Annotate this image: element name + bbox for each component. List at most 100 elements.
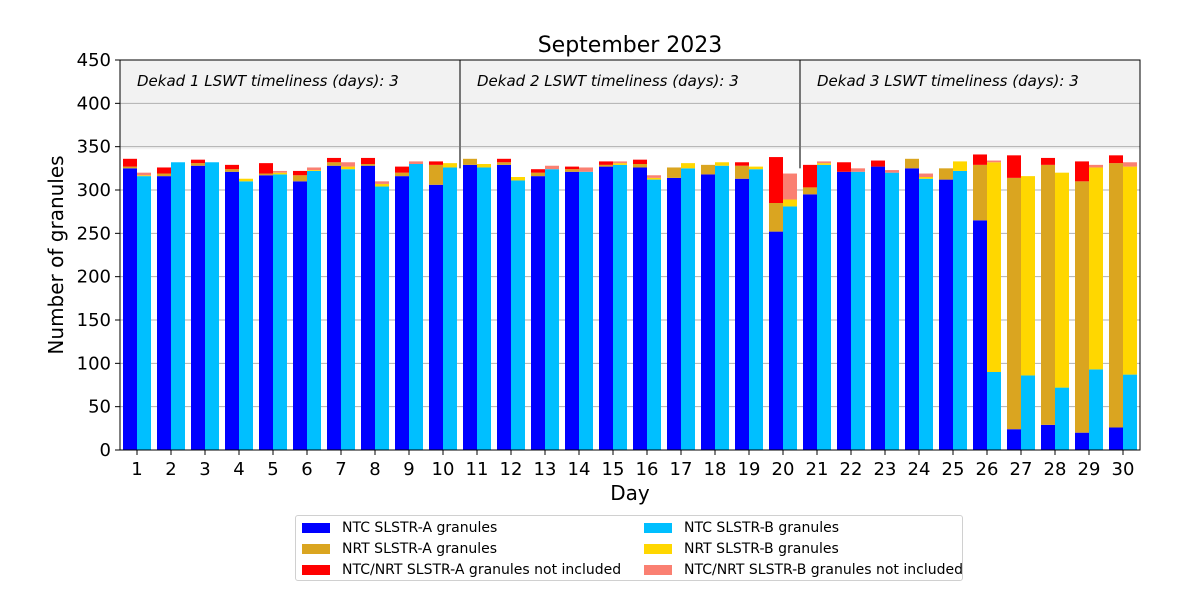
- bar-ntc-slstr-a-granules-day-17: [667, 177, 681, 450]
- bar-ntc-slstr-b-granules-day-22: [851, 171, 865, 451]
- bar-nrt-slstr-a-granules-day-13: [531, 172, 545, 177]
- chart-title: September 2023: [538, 33, 723, 58]
- bar-nrt-slstr-b-granules-day-25: [953, 161, 967, 171]
- bar-nrt-slstr-a-granules-day-20: [769, 203, 783, 232]
- bar-ntc-slstr-a-granules-day-16: [633, 167, 647, 450]
- x-tick-label: 26: [976, 459, 999, 480]
- legend-swatch: [644, 565, 672, 575]
- bar-nrt-slstr-b-granules-day-6: [307, 170, 321, 171]
- bar-nrt-slstr-b-granules-day-26: [987, 162, 1001, 372]
- bar-ntc-slstr-b-granules-day-23: [885, 172, 899, 450]
- bar-nrt-slstr-b-granules-day-15: [613, 163, 627, 165]
- shaded-band-layer: [120, 60, 1140, 150]
- bar-nrt-slstr-b-granules-day-12: [511, 177, 525, 181]
- y-tick-label: 150: [77, 310, 111, 331]
- bar-ntc-slstr-a-granules-day-15: [599, 166, 613, 450]
- bar-nrt-slstr-b-granules-day-7: [341, 166, 355, 170]
- x-tick-label: 14: [568, 459, 591, 480]
- bar-ntc-slstr-a-granules-day-14: [565, 171, 579, 451]
- legend-swatch: [644, 523, 672, 533]
- bar-nrt-slstr-b-granules-day-27: [1021, 176, 1035, 376]
- bar-nrt-slstr-b-granules-day-10: [443, 163, 457, 168]
- bar-nrt-slstr-a-granules-day-4: [225, 169, 239, 172]
- bar-ntc-slstr-a-granules-day-11: [463, 164, 477, 450]
- bar-ntc-slstr-b-granules-day-26: [987, 372, 1001, 450]
- y-ticks: 0 50 100 150 200 250 300 350 400 450: [77, 50, 120, 461]
- bar-ntc-slstr-b-granules-day-10: [443, 167, 457, 450]
- bar-ntc-slstr-b-granules-day-12: [511, 180, 525, 450]
- bar-ntc-nrt-slstr-b-granules-not-included-day-21: [817, 161, 831, 164]
- bar-nrt-slstr-a-granules-day-30: [1109, 163, 1123, 428]
- bar-ntc-slstr-b-granules-day-24: [919, 178, 933, 450]
- bar-ntc-nrt-slstr-a-granules-not-included-day-29: [1075, 161, 1089, 182]
- x-tick-label: 15: [602, 459, 625, 480]
- legend-label: NTC/NRT SLSTR-B granules not included: [684, 562, 963, 578]
- bar-ntc-nrt-slstr-a-granules-not-included-day-9: [395, 166, 409, 173]
- bar-ntc-slstr-a-granules-day-9: [395, 176, 409, 450]
- bar-nrt-slstr-a-granules-day-3: [191, 163, 205, 166]
- bar-nrt-slstr-a-granules-day-11: [463, 158, 477, 165]
- dekad-label: Dekad 1 LSWT timeliness (days): 3: [137, 72, 399, 90]
- x-axis-label: Day: [610, 481, 650, 505]
- bar-ntc-slstr-b-granules-day-1: [137, 176, 151, 450]
- bar-ntc-nrt-slstr-a-granules-not-included-day-16: [633, 159, 647, 164]
- bar-nrt-slstr-a-granules-day-27: [1007, 177, 1021, 430]
- x-tick-label: 17: [670, 459, 693, 480]
- bar-ntc-nrt-slstr-a-granules-not-included-day-4: [225, 164, 239, 170]
- bar-ntc-nrt-slstr-a-granules-not-included-day-26: [973, 154, 987, 165]
- bar-ntc-slstr-b-granules-day-30: [1123, 374, 1137, 450]
- bar-ntc-nrt-slstr-b-granules-not-included-day-22: [851, 168, 865, 172]
- x-ticks: 1 2 3 4 5 6 7 8 9 10 11 12 13 14 15 16 17 18 19 20 21 22 23 24 2…: [131, 450, 1134, 480]
- legend-label: NRT SLSTR-B granules: [684, 541, 839, 557]
- y-tick-label: 350: [77, 137, 111, 158]
- axes: [119, 59, 1141, 451]
- x-tick-label: 10: [432, 459, 455, 480]
- legend-swatch: [302, 565, 330, 575]
- bars-layer: [123, 154, 1137, 451]
- bar-nrt-slstr-b-granules-day-17: [681, 163, 695, 169]
- bar-nrt-slstr-a-granules-day-29: [1075, 181, 1089, 433]
- bar-ntc-slstr-a-granules-day-26: [973, 220, 987, 450]
- bar-ntc-slstr-a-granules-day-22: [837, 171, 851, 451]
- bar-ntc-slstr-a-granules-day-7: [327, 165, 341, 450]
- bar-ntc-nrt-slstr-b-granules-not-included-day-16: [647, 175, 661, 178]
- y-tick-label: 0: [100, 440, 111, 461]
- legend: NTC SLSTR-A granules NRT SLSTR-A granules…: [295, 515, 963, 581]
- bar-ntc-slstr-b-granules-day-5: [273, 174, 287, 450]
- bar-ntc-slstr-b-granules-day-6: [307, 170, 321, 450]
- bar-ntc-slstr-b-granules-day-15: [613, 164, 627, 450]
- bar-nrt-slstr-a-granules-day-28: [1041, 164, 1055, 425]
- x-tick-label: 27: [1010, 459, 1033, 480]
- y-tick-label: 50: [88, 397, 111, 418]
- bar-nrt-slstr-b-granules-day-11: [477, 164, 491, 168]
- bar-nrt-slstr-b-granules-day-24: [919, 177, 933, 179]
- bar-ntc-slstr-a-granules-day-25: [939, 179, 953, 450]
- bar-nrt-slstr-b-granules-day-30: [1123, 166, 1137, 375]
- bar-ntc-nrt-slstr-a-granules-not-included-day-2: [157, 167, 171, 174]
- x-tick-label: 30: [1112, 459, 1135, 480]
- bar-ntc-nrt-slstr-a-granules-not-included-day-27: [1007, 155, 1021, 178]
- y-tick-label: 450: [77, 50, 111, 71]
- bar-ntc-nrt-slstr-b-granules-not-included-day-15: [613, 161, 627, 164]
- dekad-label: Dekad 2 LSWT timeliness (days): 3: [477, 72, 739, 90]
- x-tick-label: 16: [636, 459, 659, 480]
- bar-ntc-nrt-slstr-a-granules-not-included-day-8: [361, 157, 375, 164]
- y-tick-label: 300: [77, 180, 111, 201]
- bar-ntc-slstr-a-granules-day-12: [497, 164, 511, 450]
- bar-nrt-slstr-a-granules-day-16: [633, 164, 647, 168]
- bar-nrt-slstr-a-granules-day-12: [497, 162, 511, 165]
- bar-nrt-slstr-b-granules-day-18: [715, 162, 729, 166]
- y-axis-label: Number of granules: [44, 155, 68, 354]
- bar-ntc-slstr-b-granules-day-17: [681, 168, 695, 451]
- bar-ntc-slstr-a-granules-day-30: [1109, 427, 1123, 450]
- bar-ntc-nrt-slstr-a-granules-not-included-day-23: [871, 160, 885, 167]
- x-tick-label: 24: [908, 459, 931, 480]
- y-tick-label: 100: [77, 353, 111, 374]
- legend-swatch: [302, 544, 330, 554]
- bar-ntc-slstr-a-granules-day-10: [429, 184, 443, 451]
- bar-ntc-nrt-slstr-b-granules-not-included-day-1: [137, 172, 151, 176]
- bar-ntc-slstr-a-granules-day-4: [225, 171, 239, 451]
- x-tick-label: 13: [534, 459, 557, 480]
